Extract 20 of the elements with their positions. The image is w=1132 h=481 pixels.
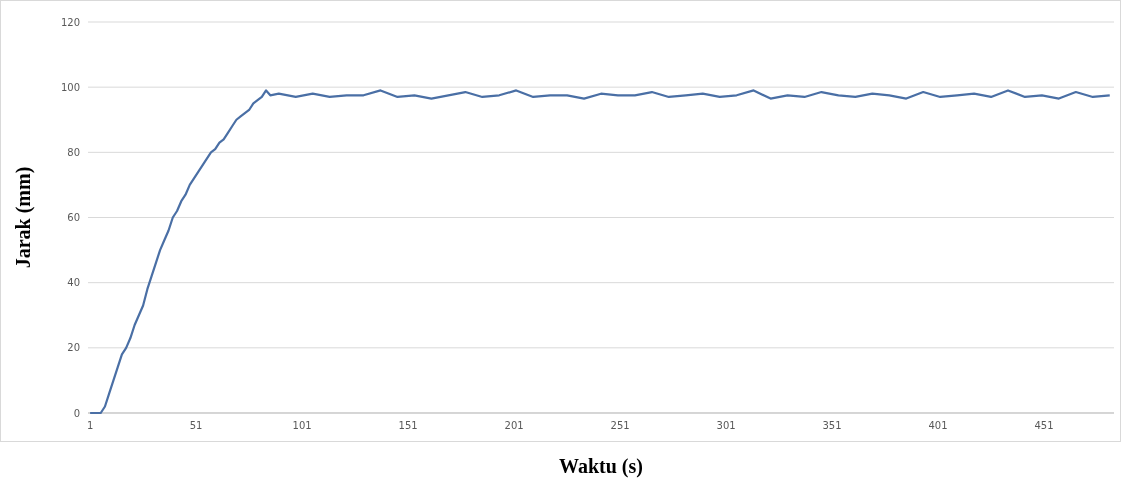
y-tick-label: 0 [73,407,80,419]
y-tick-label: 80 [67,146,80,158]
x-tick-label: 51 [189,420,203,431]
x-tick-label: 251 [610,420,630,431]
y-tick-label: 20 [67,342,80,354]
x-tick-label: 401 [928,420,948,431]
x-axis-title: Waktu (s) [559,455,643,478]
y-axis-title: Jarak (mm) [12,166,35,269]
y-tick-label: 120 [60,16,80,28]
x-tick-label: 201 [504,420,524,431]
x-tick-label: 101 [292,420,312,431]
x-tick-label: 351 [822,420,842,431]
line-series [89,89,1111,415]
x-tick-label: 301 [716,420,736,431]
y-tick-label: 40 [67,277,80,289]
x-tick-label: 151 [398,420,418,431]
y-tick-label: 100 [60,81,80,93]
y-tick-label: 60 [67,212,80,223]
x-tick-label: 451 [1034,420,1054,431]
x-tick-label: 1 [86,420,94,431]
